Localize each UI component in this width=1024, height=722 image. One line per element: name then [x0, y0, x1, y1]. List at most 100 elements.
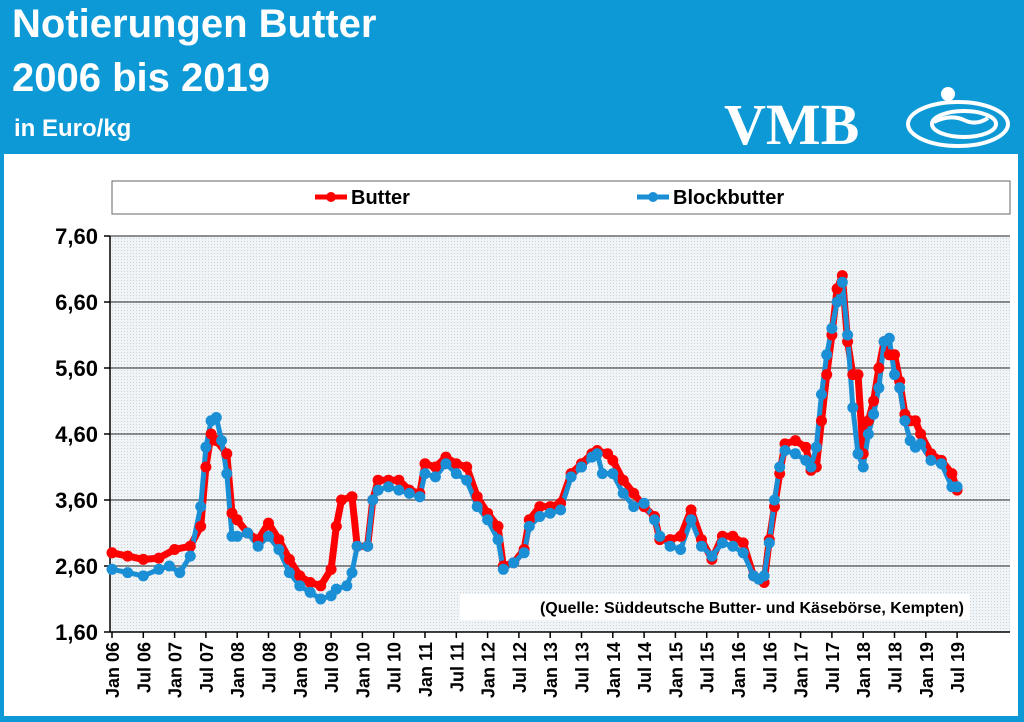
data-point-blockbutter	[450, 468, 462, 480]
data-point-butter	[263, 517, 274, 529]
y-tick-label: 1,60	[55, 620, 98, 645]
data-point-blockbutter	[617, 487, 629, 499]
data-point-blockbutter	[518, 547, 530, 559]
data-point-butter	[429, 461, 441, 473]
data-point-blockbutter	[283, 567, 295, 579]
data-point-blockbutter	[362, 540, 374, 552]
data-point-butter	[450, 458, 462, 470]
y-tick-label: 5,60	[55, 356, 98, 381]
data-point-butter	[330, 520, 342, 532]
data-point-butter	[873, 362, 885, 374]
data-point-butter	[607, 454, 619, 466]
data-point-butter	[169, 544, 181, 555]
y-tick-label: 7,60	[55, 224, 98, 249]
data-point-blockbutter	[403, 487, 415, 499]
data-point-blockbutter	[304, 586, 316, 598]
data-point-blockbutter	[221, 468, 233, 480]
data-point-butter	[909, 415, 921, 427]
x-tick-label: Jul 06	[134, 642, 154, 693]
x-tick-label: Jan 13	[541, 642, 561, 698]
x-tick-label: Jul 07	[197, 642, 217, 693]
legend-blockbutter-label: Blockbutter	[673, 187, 784, 209]
y-tick-label: 2,60	[55, 554, 98, 579]
chart-panel: Butter Blockbutter 1,60 2,60 3,60 4,60 5,60 6…	[2, 152, 1020, 718]
data-point-butter	[737, 537, 749, 549]
data-point-blockbutter	[523, 520, 535, 532]
data-point-butter	[727, 530, 739, 542]
page-subtitle: 2006 bis 2019	[12, 56, 270, 100]
data-point-blockbutter	[534, 511, 546, 522]
data-point-blockbutter	[664, 540, 676, 552]
data-point-blockbutter	[351, 540, 363, 552]
x-tick-label: Jan 17	[792, 642, 812, 698]
data-point-blockbutter	[576, 461, 587, 473]
chart: Butter Blockbutter 1,60 2,60 3,60 4,60 5,60 6…	[55, 180, 1011, 698]
data-point-blockbutter	[315, 593, 327, 605]
data-point-butter	[153, 552, 165, 564]
data-point-blockbutter	[821, 349, 833, 361]
legend-frame	[111, 180, 1011, 215]
x-tick-label: Jan 19	[917, 642, 937, 698]
source-note-bg	[460, 594, 970, 620]
data-point-blockbutter	[372, 484, 384, 496]
legend: Butter Blockbutter	[111, 180, 1011, 215]
data-point-blockbutter	[153, 563, 165, 575]
data-point-butter	[200, 461, 212, 473]
series-markers	[106, 270, 963, 605]
data-point-butter	[617, 474, 629, 486]
data-point-blockbutter	[763, 537, 775, 549]
data-point-butter	[325, 563, 337, 575]
data-point-blockbutter	[440, 458, 452, 470]
x-tick-label: Jul 15	[698, 642, 718, 693]
x-tick-label: Jul 13	[573, 642, 593, 693]
data-point-blockbutter	[810, 441, 822, 453]
data-point-butter	[336, 494, 347, 506]
data-point-blockbutter	[925, 454, 937, 466]
data-point-blockbutter	[231, 530, 243, 542]
data-point-blockbutter	[242, 527, 254, 539]
data-point-blockbutter	[346, 567, 358, 579]
data-point-blockbutter	[654, 530, 666, 542]
data-point-blockbutter	[899, 415, 911, 427]
data-point-butter	[471, 491, 483, 503]
data-point-butter	[231, 514, 243, 526]
data-point-blockbutter	[789, 448, 801, 460]
x-tick-label: Jan 18	[854, 642, 874, 698]
data-point-blockbutter	[544, 507, 556, 519]
data-point-butter	[315, 580, 327, 592]
x-tick-label: Jul 11	[447, 642, 467, 692]
x-tick-label: Jul 18	[886, 642, 906, 693]
data-point-blockbutter	[779, 445, 791, 456]
x-tick-label: Jan 08	[228, 642, 248, 698]
data-point-butter	[675, 530, 687, 542]
data-point-blockbutter	[915, 438, 927, 450]
legend-blockbutter-marker	[648, 192, 658, 202]
y-axis-ticks: 1,60 2,60 3,60 4,60 5,60 6,60 7,60	[55, 224, 110, 645]
data-point-butter	[283, 553, 295, 565]
data-point-butter	[889, 349, 900, 361]
x-tick-label: Jul 14	[635, 642, 655, 693]
x-tick-label: Jul 17	[823, 642, 843, 693]
data-point-butter	[461, 461, 473, 473]
data-point-blockbutter	[774, 461, 786, 473]
data-point-blockbutter	[591, 448, 603, 460]
data-point-blockbutter	[847, 402, 859, 414]
data-point-blockbutter	[894, 382, 906, 394]
legend-butter-label: Butter	[351, 187, 410, 209]
data-point-blockbutter	[831, 296, 843, 308]
x-tick-label: Jan 10	[353, 642, 373, 698]
data-point-blockbutter	[330, 583, 342, 595]
x-tick-label: Jul 19	[948, 642, 968, 693]
data-point-blockbutter	[826, 322, 838, 334]
data-point-blockbutter	[628, 501, 640, 513]
page-title: Notierungen Butter	[12, 2, 377, 46]
vmb-logo: VMB	[724, 87, 1010, 150]
data-point-blockbutter	[263, 530, 274, 542]
data-point-blockbutter	[696, 540, 707, 552]
data-point-butter	[304, 577, 316, 588]
data-point-blockbutter	[649, 514, 660, 526]
data-point-blockbutter	[842, 329, 854, 341]
data-point-blockbutter	[461, 474, 473, 486]
data-point-butter	[492, 520, 504, 532]
data-point-butter	[106, 547, 118, 559]
